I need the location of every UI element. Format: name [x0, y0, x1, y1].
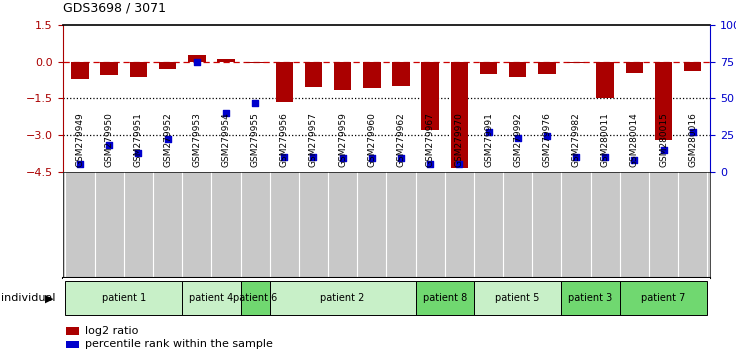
- Point: [424, 161, 436, 167]
- Bar: [130, 62, 147, 78]
- Text: percentile rank within the sample: percentile rank within the sample: [85, 339, 273, 349]
- Point: [541, 133, 553, 139]
- Point: [629, 157, 640, 163]
- Bar: [217, 59, 235, 62]
- Bar: [416, 281, 474, 315]
- Bar: [159, 62, 177, 69]
- Point: [74, 161, 86, 167]
- Bar: [305, 62, 322, 87]
- Bar: [269, 281, 416, 315]
- Point: [191, 59, 202, 64]
- Bar: [422, 62, 439, 130]
- Bar: [188, 55, 205, 62]
- Point: [337, 156, 349, 161]
- Bar: [538, 62, 556, 74]
- Bar: [363, 62, 381, 88]
- Point: [278, 154, 290, 160]
- Bar: [655, 62, 672, 140]
- Text: patient 2: patient 2: [320, 293, 365, 303]
- Point: [103, 142, 115, 148]
- Point: [395, 156, 407, 161]
- Point: [599, 154, 611, 160]
- Text: ▶: ▶: [44, 293, 53, 303]
- Bar: [596, 62, 614, 98]
- Bar: [241, 281, 269, 315]
- Point: [453, 161, 465, 167]
- Bar: [275, 62, 293, 102]
- Text: patient 5: patient 5: [495, 293, 540, 303]
- Bar: [562, 281, 620, 315]
- Text: individual: individual: [1, 293, 56, 303]
- Text: patient 4: patient 4: [189, 293, 233, 303]
- Point: [512, 135, 523, 141]
- Bar: [509, 62, 526, 78]
- Point: [308, 154, 319, 160]
- Bar: [183, 281, 241, 315]
- Point: [658, 147, 670, 153]
- Point: [250, 100, 261, 105]
- Bar: [392, 62, 410, 86]
- Text: patient 6: patient 6: [233, 293, 277, 303]
- Bar: [450, 62, 468, 168]
- Bar: [480, 62, 498, 74]
- Bar: [684, 62, 701, 71]
- Point: [132, 150, 144, 155]
- Point: [162, 137, 174, 142]
- Bar: [247, 62, 264, 63]
- Text: patient 7: patient 7: [641, 293, 686, 303]
- Bar: [71, 62, 89, 79]
- Point: [366, 156, 378, 161]
- Text: patient 8: patient 8: [422, 293, 467, 303]
- Point: [570, 154, 582, 160]
- Point: [687, 129, 698, 135]
- Text: GDS3698 / 3071: GDS3698 / 3071: [63, 1, 166, 14]
- Bar: [334, 62, 351, 90]
- Point: [220, 110, 232, 116]
- Bar: [620, 281, 707, 315]
- Bar: [626, 62, 643, 73]
- Text: patient 1: patient 1: [102, 293, 146, 303]
- Text: log2 ratio: log2 ratio: [85, 326, 139, 336]
- Bar: [66, 281, 183, 315]
- Text: patient 3: patient 3: [568, 293, 613, 303]
- Bar: [101, 62, 118, 75]
- Bar: [474, 281, 562, 315]
- Point: [483, 129, 495, 135]
- Bar: [567, 62, 585, 63]
